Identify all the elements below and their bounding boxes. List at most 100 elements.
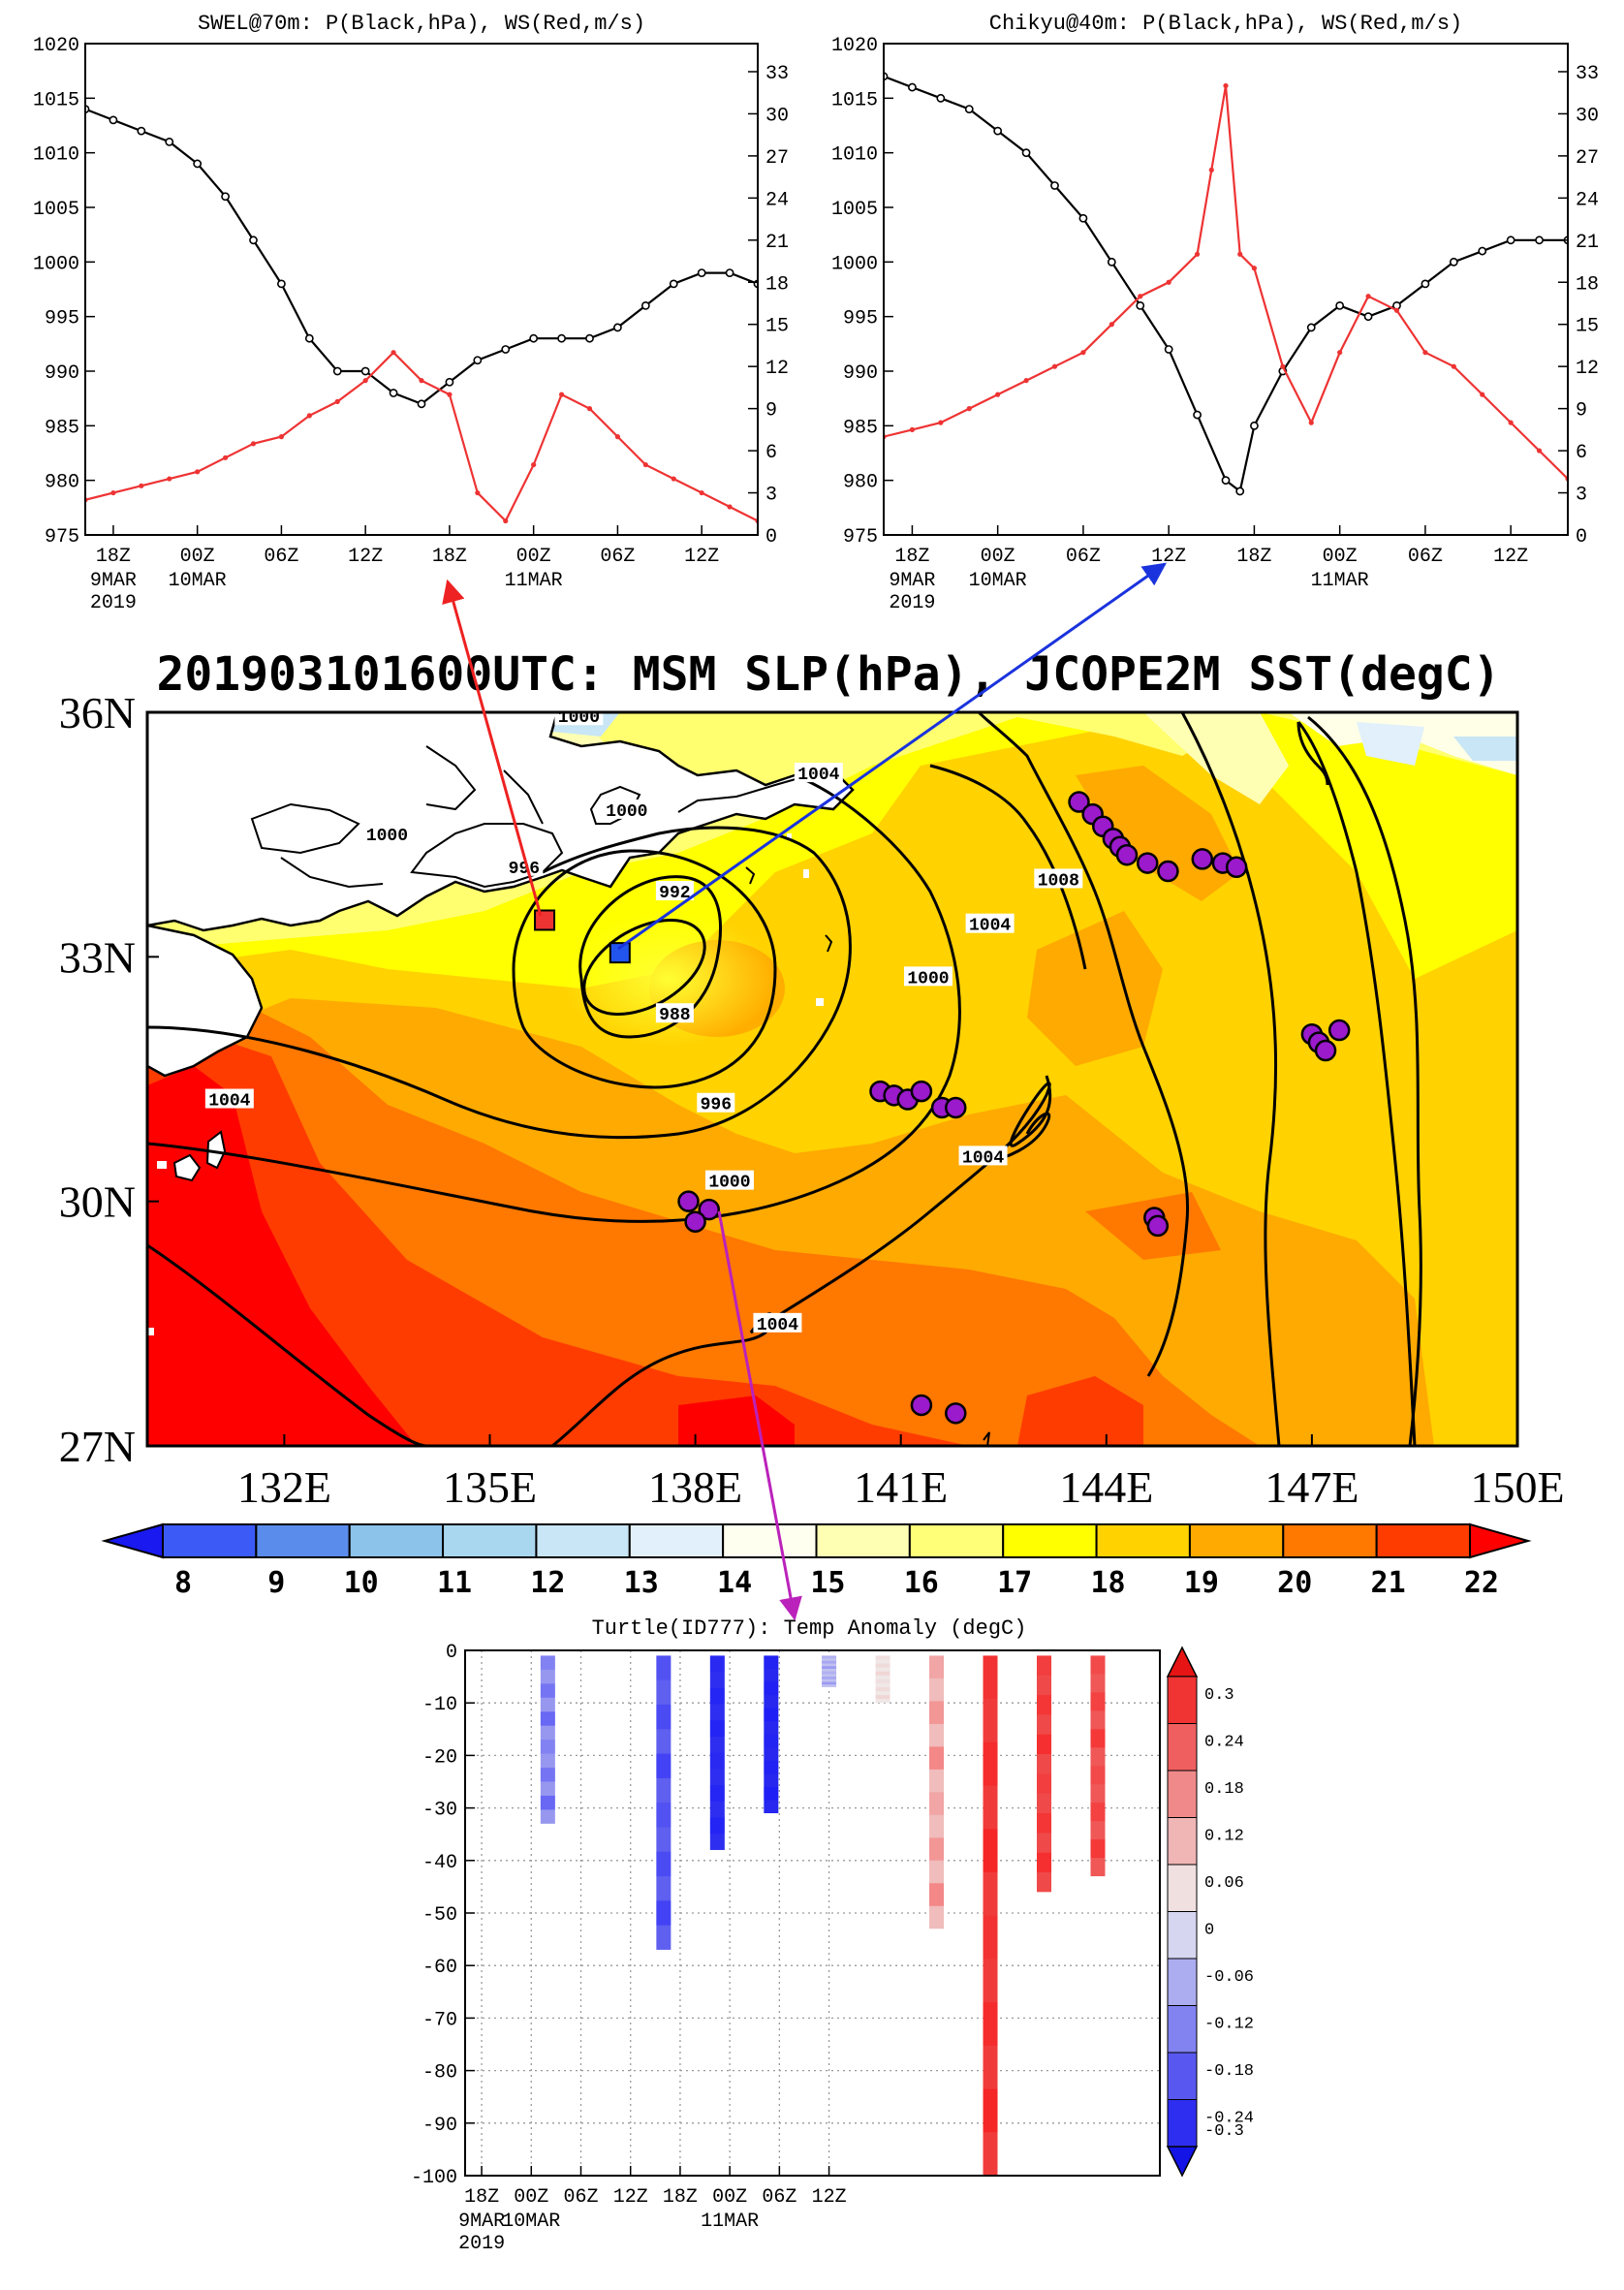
wind-point bbox=[642, 461, 648, 468]
wind-point bbox=[250, 441, 257, 447]
anomaly-colorbar-high-triangle bbox=[1166, 1646, 1199, 1678]
lon-tick-label: 132E bbox=[237, 1462, 331, 1512]
lon-tick-label: 138E bbox=[648, 1462, 742, 1512]
profile-band bbox=[540, 1683, 555, 1698]
x-tick-label: 00Z bbox=[516, 546, 551, 568]
x-tick-label: 00Z bbox=[514, 2186, 548, 2209]
station-marker-swel bbox=[534, 909, 556, 931]
profile-band bbox=[983, 1829, 998, 1872]
profile-band bbox=[1037, 1852, 1051, 1872]
isobar-label-bg bbox=[362, 824, 412, 844]
profile-band bbox=[709, 1785, 725, 1802]
turtle-dot bbox=[1136, 852, 1159, 874]
profile-band bbox=[1090, 1655, 1106, 1675]
profile-band bbox=[656, 1753, 671, 1778]
wind-point bbox=[195, 469, 201, 475]
turtle-dot bbox=[1191, 848, 1214, 870]
profile-band bbox=[822, 1681, 837, 1685]
pressure-point bbox=[1478, 246, 1487, 256]
profile-band bbox=[1037, 1813, 1051, 1834]
pressure-point bbox=[725, 268, 734, 277]
profile-band bbox=[929, 1746, 945, 1770]
anomaly-colorbar-tick-label: -0.24 bbox=[1204, 2109, 1254, 2127]
wind-point bbox=[1451, 363, 1456, 369]
x-tick-label: 06Z bbox=[600, 546, 635, 568]
y-left-tick-label: 975 bbox=[45, 526, 79, 549]
y-right-tick-label: 0 bbox=[1576, 526, 1587, 549]
anomaly-colorbar-tick-label: 0.12 bbox=[1204, 1827, 1244, 1845]
y-right-tick-label: 21 bbox=[1576, 232, 1599, 254]
pressure-point bbox=[304, 333, 314, 343]
wind-point bbox=[110, 489, 116, 496]
profile-bar bbox=[822, 1655, 837, 1687]
isobar-label: 996 bbox=[509, 860, 540, 879]
wind-point bbox=[222, 455, 229, 460]
y-tick-label: -60 bbox=[422, 1957, 457, 1979]
y-right-tick-label: 3 bbox=[765, 485, 777, 507]
colorbar-box bbox=[162, 1523, 258, 1558]
y-left-tick-label: 1005 bbox=[831, 199, 878, 221]
profile-band bbox=[764, 1760, 779, 1774]
wind-point bbox=[1308, 420, 1314, 425]
y-tick-label: -100 bbox=[411, 2167, 457, 2189]
station-marker-chikyu bbox=[609, 942, 631, 964]
colorbar-tick-label: 12 bbox=[530, 1566, 565, 1600]
wind-point bbox=[531, 461, 537, 468]
swel-timeseries-panel: SWEL@70m: P(Black,hPa), WS(Red,m/s) 975 9… bbox=[33, 12, 789, 614]
colorbar-box bbox=[348, 1523, 445, 1558]
y-left-tick-label: 1000 bbox=[831, 253, 878, 275]
anomaly-colorbar-tick-label: 0.18 bbox=[1204, 1780, 1244, 1799]
colorbar-tick-label: 8 bbox=[174, 1566, 192, 1600]
pressure-point bbox=[964, 105, 974, 113]
profile-band bbox=[709, 1720, 725, 1737]
pressure-point bbox=[501, 345, 511, 354]
colorbar-tick-label: 18 bbox=[1090, 1566, 1125, 1600]
y-right-tick-label: 21 bbox=[765, 232, 789, 254]
colorbar-tick-label: 20 bbox=[1277, 1566, 1312, 1600]
y-tick-label: -40 bbox=[422, 1852, 457, 1874]
y-left-tick-label: 1005 bbox=[33, 199, 79, 221]
chikyu-timeseries-panel: Chikyu@40m: P(Black,hPa), WS(Red,m/s) 97… bbox=[831, 12, 1599, 614]
wind-point bbox=[139, 483, 144, 488]
colorbar-box bbox=[815, 1523, 911, 1558]
wind-point bbox=[1508, 420, 1514, 425]
x-tick-label: 18Z bbox=[464, 2186, 499, 2209]
y-right-tick-label: 6 bbox=[765, 442, 777, 464]
profile-bar bbox=[1037, 1655, 1051, 1893]
wind-point bbox=[671, 476, 676, 482]
x-tick-label: 06Z bbox=[1066, 546, 1101, 568]
x-tick-label: 06Z bbox=[563, 2186, 598, 2209]
pressure-point bbox=[249, 235, 258, 245]
profile-band bbox=[1037, 1695, 1051, 1715]
colorbar-box bbox=[1095, 1523, 1191, 1558]
x-date-label: 11MAR bbox=[505, 570, 563, 592]
pressure-point bbox=[109, 115, 118, 125]
y-tick-label: -70 bbox=[422, 2009, 457, 2031]
arrow-swel bbox=[442, 579, 543, 917]
isobar-label: 1000 bbox=[558, 708, 600, 728]
profile-band bbox=[822, 1660, 837, 1664]
wind-point bbox=[1237, 251, 1243, 257]
profile-band bbox=[929, 1883, 945, 1906]
colorbar-box bbox=[908, 1523, 1005, 1558]
turtle-dot bbox=[698, 1198, 720, 1221]
x-tick-label: 06Z bbox=[762, 2186, 796, 2209]
anomaly-colorbar-low-triangle bbox=[1166, 2146, 1199, 2178]
wind-point bbox=[995, 392, 1001, 397]
turtle-dot bbox=[1157, 860, 1179, 883]
isobar-label: 992 bbox=[659, 884, 690, 903]
lon-tick-label: 141E bbox=[854, 1462, 948, 1512]
isobar-label: 1004 bbox=[757, 1316, 798, 1335]
profile-band bbox=[822, 1671, 837, 1675]
colorbar-tick-label: 11 bbox=[437, 1566, 472, 1600]
profile-band bbox=[1037, 1734, 1051, 1755]
wind-point bbox=[334, 398, 340, 404]
y-right-tick-label: 12 bbox=[765, 358, 789, 380]
pressure-point bbox=[585, 333, 594, 343]
anomaly-colorbar-box bbox=[1167, 1864, 1198, 1912]
y-right-tick-label: 9 bbox=[1576, 400, 1587, 423]
pressure-point bbox=[165, 137, 174, 146]
pressure-point bbox=[1449, 257, 1458, 267]
pressure-point bbox=[1306, 323, 1316, 332]
